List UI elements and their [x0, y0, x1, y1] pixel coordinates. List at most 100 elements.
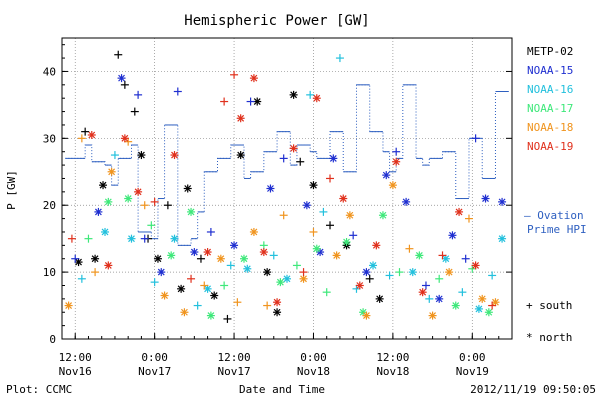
marker-stroke: [389, 181, 397, 189]
marker-stroke: [101, 228, 109, 236]
north-point: [206, 311, 215, 320]
north-point: [415, 251, 424, 260]
north-point: [369, 261, 378, 270]
south-point: [405, 244, 414, 253]
marker-stroke: [478, 295, 486, 303]
legend-north-marker: * north: [526, 331, 572, 344]
north-point: [243, 264, 252, 273]
north-point: [203, 284, 212, 293]
north-point: [160, 291, 169, 300]
south-point: [279, 154, 288, 163]
legend-ovation-label: — Ovation: [524, 209, 584, 222]
north-point: [170, 151, 179, 160]
north-point: [329, 154, 338, 163]
marker-stroke: [210, 292, 218, 299]
north-point: [210, 291, 219, 300]
marker-stroke: [88, 131, 96, 139]
marker-stroke: [121, 134, 129, 142]
north-point: [428, 311, 437, 320]
marker-stroke: [329, 154, 337, 162]
x-tick-date: Nov18: [297, 365, 330, 378]
north-point: [375, 294, 384, 303]
marker-stroke: [362, 268, 370, 276]
north-point: [302, 201, 311, 210]
north-point: [312, 244, 321, 253]
marker-stroke: [134, 188, 142, 196]
marker-stroke: [449, 231, 456, 239]
x-tick-time: 12:00: [59, 351, 92, 364]
legend-entry-noaa-15: NOAA-15: [527, 64, 573, 77]
x-tick-date: Nov17: [217, 365, 250, 378]
north-point: [107, 167, 116, 176]
marker-stroke: [253, 98, 261, 105]
chart-title: Hemispheric Power [GW]: [184, 13, 369, 29]
marker-stroke: [372, 241, 380, 249]
north-point: [498, 234, 507, 243]
north-point: [342, 238, 351, 247]
marker-stroke: [161, 292, 168, 299]
marker-stroke: [171, 151, 178, 159]
north-point: [249, 227, 258, 236]
south-point: [468, 264, 477, 273]
north-point: [355, 281, 364, 290]
y-axis-ticks: 0 10 20 30 40: [43, 44, 512, 346]
north-point: [378, 211, 387, 220]
marker-stroke: [409, 268, 417, 276]
south-point: [134, 90, 143, 99]
marker-stroke: [445, 268, 453, 276]
marker-stroke: [442, 255, 450, 263]
y-axis-label: P [GW]: [5, 170, 18, 210]
x-tick-date: Nov18: [376, 365, 409, 378]
north-point: [402, 197, 411, 206]
south-point: [326, 221, 335, 230]
south-point: [206, 227, 215, 236]
south-point: [200, 281, 209, 290]
south-point: [130, 107, 139, 116]
marker-stroke: [316, 248, 324, 256]
ovation-hpi-line: [65, 84, 509, 246]
marker-stroke: [108, 168, 116, 176]
marker-stroke: [359, 308, 367, 316]
north-point: [498, 197, 507, 206]
legend-entry-noaa-19: NOAA-19: [527, 140, 573, 153]
south-point: [299, 268, 308, 277]
marker-stroke: [492, 298, 499, 306]
south-point: [425, 294, 434, 303]
north-point: [289, 90, 298, 99]
north-point: [127, 234, 136, 243]
marker-stroke: [217, 255, 225, 263]
south-point: [458, 288, 467, 297]
south-point: [365, 274, 374, 283]
x-tick-time: 0:00: [300, 351, 327, 364]
legend-entry-noaa-18: NOAA-18: [527, 121, 573, 134]
north-point: [87, 130, 96, 139]
marker-stroke: [485, 308, 493, 316]
south-point: [292, 261, 301, 270]
marker-stroke: [356, 282, 364, 289]
marker-stroke: [382, 171, 390, 179]
marker-stroke: [419, 288, 427, 296]
marker-stroke: [187, 208, 195, 216]
south-point: [263, 301, 272, 310]
north-point: [253, 97, 262, 106]
marker-stroke: [339, 195, 347, 202]
south-point: [77, 134, 86, 143]
marker-stroke: [240, 255, 248, 263]
south-point: [349, 231, 358, 240]
north-point: [137, 151, 146, 160]
south-point: [296, 157, 305, 166]
north-point: [104, 197, 113, 206]
north-point: [177, 284, 186, 293]
north-point: [203, 248, 212, 257]
south-point: [147, 221, 156, 230]
north-point: [362, 268, 371, 277]
marker-stroke: [498, 198, 506, 206]
south-point: [421, 281, 430, 290]
north-point: [455, 207, 464, 216]
x-tick-time: 12:00: [376, 351, 409, 364]
y-tick-label: 40: [43, 65, 56, 78]
north-point: [170, 234, 179, 243]
marker-stroke: [362, 312, 370, 320]
south-point: [230, 70, 239, 79]
